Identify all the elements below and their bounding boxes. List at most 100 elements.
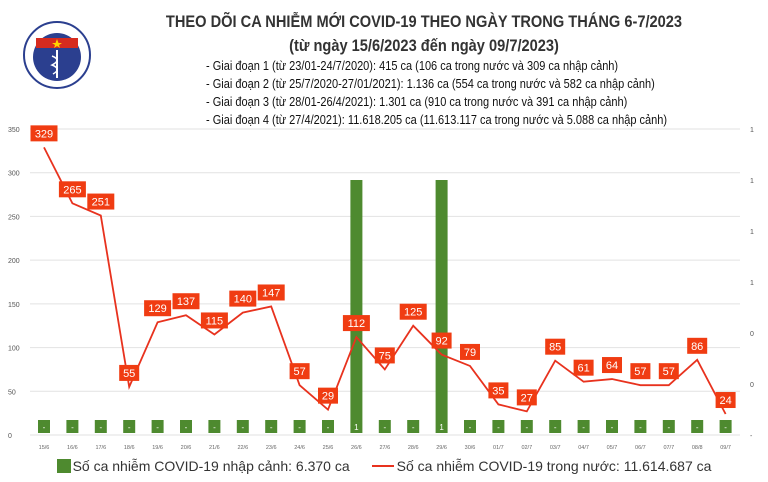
- x-axis-tick: 19/6: [152, 445, 163, 451]
- bar-label: -: [327, 423, 330, 432]
- x-axis-tick: 02/7: [521, 445, 532, 451]
- bar-label: -: [156, 423, 159, 432]
- data-label-box: [342, 315, 370, 332]
- data-label: 251: [92, 197, 110, 209]
- bar: [492, 420, 505, 433]
- right-axis-tick: 1: [750, 280, 754, 287]
- right-axis-tick: 1: [750, 127, 754, 134]
- x-axis-tick: 03/7: [550, 445, 561, 451]
- legend-line-label: Số ca nhiễm COVID-19 trong nước: 11.614.…: [396, 458, 712, 474]
- x-axis-tick: 24/6: [294, 445, 305, 451]
- bar: [322, 420, 334, 433]
- data-label: 29: [322, 391, 334, 403]
- bar: [94, 420, 107, 433]
- bar: [350, 180, 363, 433]
- legend-line: Số ca nhiễm COVID-19 trong nước: 11.614.…: [371, 458, 712, 474]
- bar-label: -: [639, 423, 642, 432]
- data-label: 129: [148, 303, 166, 315]
- left-axis-tick: 50: [8, 389, 16, 396]
- chart-title: THEO DÕI CA NHIỄM MỚI COVID-19 THEO NGÀY…: [165, 12, 683, 31]
- bar-label: -: [241, 423, 244, 432]
- data-label-box: [289, 363, 310, 380]
- data-label-box: [229, 290, 257, 307]
- left-axis-tick: 0: [8, 433, 12, 440]
- data-label: 61: [577, 363, 589, 375]
- data-label-box: [488, 382, 509, 399]
- data-label: 57: [663, 366, 675, 378]
- data-label: 35: [492, 385, 504, 397]
- bar: [293, 420, 306, 433]
- bar: [435, 180, 448, 433]
- data-label: 147: [262, 287, 280, 299]
- x-axis-tick: 25/6: [323, 445, 334, 451]
- data-label-box: [58, 181, 86, 198]
- bar: [265, 420, 278, 433]
- bar-label: -: [582, 423, 585, 432]
- data-label: 115: [206, 315, 224, 327]
- data-label-box: [630, 363, 651, 380]
- bar: [378, 420, 391, 433]
- bar: [634, 420, 647, 433]
- left-axis-tick: 100: [8, 346, 20, 353]
- bar: [236, 420, 249, 433]
- x-axis-tick: 26/6: [351, 445, 362, 451]
- x-axis-tick: 01/7: [493, 445, 504, 451]
- legend-line-swatch: [371, 465, 394, 467]
- bar-label: -: [611, 423, 614, 432]
- x-axis-tick: 16/6: [67, 445, 78, 451]
- bar-label: -: [298, 423, 301, 432]
- data-label: 92: [435, 336, 447, 348]
- data-label: 137: [177, 296, 195, 308]
- data-label: 329: [35, 128, 53, 140]
- data-label: 125: [404, 307, 422, 319]
- bar: [38, 420, 50, 433]
- data-label-box: [687, 337, 708, 354]
- x-axis-tick: 21/6: [209, 445, 220, 451]
- bar: [606, 420, 618, 433]
- ministry-of-health-logo: [23, 21, 91, 89]
- data-label-box: [658, 363, 679, 380]
- line-series: [43, 146, 727, 415]
- bar: [123, 420, 136, 433]
- bar: [577, 420, 590, 433]
- data-label-box: [172, 293, 200, 310]
- x-axis-tick: 23/6: [266, 445, 277, 451]
- bar-label: -: [696, 423, 699, 432]
- data-label-box: [374, 347, 395, 364]
- left-axis-tick: 150: [8, 302, 20, 309]
- legend: Số ca nhiễm COVID-19 nhập cảnh: 6.370 ca…: [0, 458, 768, 474]
- data-label: 75: [379, 350, 391, 362]
- bar: [208, 420, 221, 433]
- data-label: 112: [348, 318, 366, 330]
- bar: [151, 420, 164, 433]
- data-label-box: [573, 359, 594, 376]
- left-axis-tick: 200: [8, 258, 20, 265]
- bar: [180, 420, 192, 433]
- data-label: 57: [293, 366, 305, 378]
- bar-label: -: [185, 423, 188, 432]
- data-label-box: [431, 332, 452, 349]
- bar: [464, 420, 476, 433]
- data-label: 79: [464, 347, 476, 359]
- left-axis-tick: 350: [8, 127, 20, 134]
- left-axis-tick: 250: [8, 214, 20, 221]
- data-label-box: [715, 392, 736, 409]
- x-axis-tick: 06/7: [635, 445, 646, 451]
- bar-label: -: [43, 423, 46, 432]
- phase-4-text: - Giai đoạn 4 (từ 27/4/2021): 11.618.205…: [206, 113, 668, 127]
- data-label-box: [545, 338, 566, 355]
- data-label-box: [460, 343, 480, 360]
- bar: [719, 420, 732, 433]
- x-axis-tick: 15/6: [39, 445, 50, 451]
- bar-label: -: [213, 423, 216, 432]
- bar: [407, 420, 420, 433]
- right-axis-tick: -: [750, 433, 753, 440]
- legend-bar-swatch: [56, 459, 71, 473]
- data-label: 86: [691, 341, 703, 353]
- data-label: 140: [234, 294, 252, 306]
- bar-label: -: [270, 423, 273, 432]
- bar-label: -: [554, 423, 557, 432]
- x-axis-tick: 22/6: [237, 445, 248, 451]
- phase-1-text: - Giai đoạn 1 (từ 23/01-24/7/2020): 415 …: [206, 59, 619, 73]
- x-axis-tick: 04/7: [578, 445, 589, 451]
